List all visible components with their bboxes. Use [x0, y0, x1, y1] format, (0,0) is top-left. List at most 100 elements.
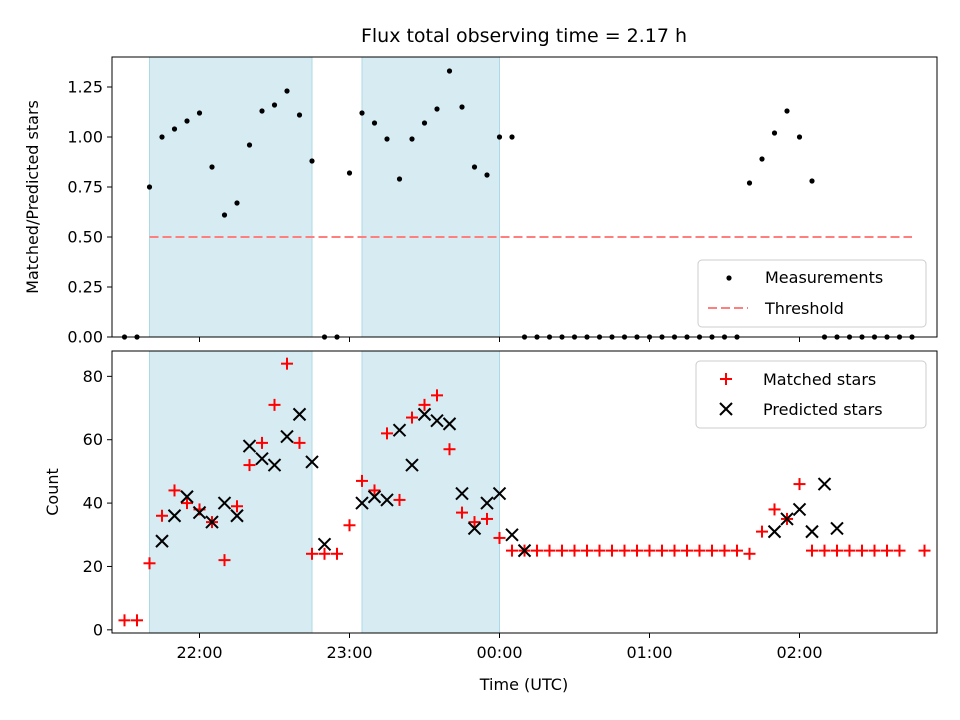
top-legend: Measurements Threshold — [697, 259, 927, 328]
bottom-y-ticks: 0 20 40 60 80 — [83, 367, 112, 639]
predicted-star-point — [292, 407, 307, 422]
y-tick-label: 0.00 — [67, 328, 103, 347]
predicted-star-point — [217, 496, 232, 510]
matched-star-point — [156, 509, 168, 522]
matched-star-point — [793, 478, 806, 491]
measurement-point — [159, 134, 165, 140]
legend-predicted-marker — [719, 402, 733, 416]
predicted-star-point — [242, 439, 257, 453]
matched-star-point — [768, 503, 781, 516]
measurement-point — [221, 212, 228, 218]
bottom-plot-area — [118, 357, 931, 627]
top-panel: 0.00 0.25 0.50 0.75 1.00 1.25 Matched/Predict… — [23, 56, 938, 347]
matched-star-point — [668, 544, 681, 557]
measurement-point — [259, 108, 265, 114]
measurement-point — [271, 102, 278, 108]
matched-star-point — [443, 443, 456, 456]
matched-star-point — [506, 544, 518, 557]
y-tick-label: 80 — [83, 367, 103, 386]
matched-star-point — [568, 544, 581, 557]
predicted-star-point — [792, 502, 807, 517]
measurement-point — [196, 110, 203, 116]
predicted-star-point — [492, 486, 507, 501]
top-axes-frame — [111, 56, 938, 338]
matched-star-point — [131, 614, 143, 627]
top-shaded-bands — [149, 56, 500, 338]
predicted-star-point — [405, 458, 419, 472]
predicted-star-point — [267, 458, 282, 472]
predicted-star-point — [355, 496, 369, 510]
predicted-star-point — [480, 496, 494, 510]
matched-star-point — [431, 389, 443, 402]
matched-star-point — [643, 544, 656, 557]
measurement-point — [296, 112, 303, 118]
matched-star-point — [381, 427, 393, 440]
matched-star-point — [481, 512, 493, 525]
measurement-point — [371, 120, 378, 126]
x-tick-label: 02:00 — [776, 643, 822, 662]
matched-star-point — [218, 554, 231, 567]
predicted-star-point — [155, 534, 169, 548]
matched-star-point — [693, 544, 706, 557]
top-y-axis-label: Matched/Predicted stars — [23, 100, 42, 294]
matched-star-point — [681, 544, 693, 557]
top-legend-box — [697, 259, 927, 328]
matched-star-point — [756, 525, 768, 538]
x-tick-label: 00:00 — [476, 643, 522, 662]
predicted-star-point — [255, 452, 269, 466]
legend-predicted-label: Predicted stars — [763, 400, 883, 419]
matched-star-point — [468, 516, 481, 529]
measurement-point — [434, 106, 440, 112]
matched-star-point — [656, 544, 668, 557]
matched-star-point — [831, 544, 843, 557]
predicted-star-point — [505, 528, 519, 542]
measurement-point — [309, 158, 315, 164]
y-tick-label: 0 — [93, 620, 103, 639]
matched-star-point — [331, 547, 343, 560]
measurement-point — [409, 136, 415, 142]
matched-star-point — [143, 557, 156, 570]
matched-star-point — [843, 544, 856, 557]
matched-star-point — [856, 544, 868, 557]
matched-star-point — [806, 544, 818, 557]
x-tick-label: 22:00 — [176, 643, 222, 662]
matched-star-point — [181, 497, 193, 510]
legend-measurements-label: Measurements — [765, 268, 883, 287]
measurement-point — [209, 164, 215, 170]
predicted-star-point — [392, 423, 407, 437]
predicted-star-point — [467, 521, 482, 536]
shaded-band-0 — [149, 350, 313, 634]
legend-threshold-label: Threshold — [764, 299, 844, 318]
matched-star-point — [731, 544, 743, 557]
predicted-star-point — [192, 505, 207, 520]
predicted-star-point — [280, 429, 294, 444]
legend-matched-label: Matched stars — [763, 370, 876, 389]
measurement-point — [496, 134, 503, 140]
matched-star-point — [556, 544, 568, 557]
y-tick-label: 0.75 — [67, 178, 103, 197]
y-tick-label: 60 — [83, 430, 103, 449]
matched-star-point — [318, 547, 331, 560]
top-x-ticks — [199, 337, 800, 342]
predicted-star-point — [305, 455, 319, 469]
matched-star-point — [293, 436, 306, 449]
bottom-axes-frame — [111, 350, 938, 634]
matched-star-point — [393, 493, 406, 506]
measurement-point — [809, 178, 815, 184]
measurement-point — [784, 108, 790, 114]
y-tick-label: 0.25 — [67, 278, 103, 297]
y-tick-label: 20 — [83, 557, 103, 576]
matched-star-point — [456, 506, 468, 519]
matched-star-point — [531, 544, 543, 557]
predicted-star-point — [517, 543, 532, 558]
predicted-star-point — [767, 524, 782, 539]
y-tick-label: 1.00 — [67, 128, 103, 147]
measurement-point — [446, 68, 453, 74]
matched-star-point — [406, 411, 418, 424]
matched-star-point — [868, 544, 881, 557]
measurement-point — [421, 120, 428, 126]
measurement-point — [346, 170, 353, 176]
matched-star-point — [356, 474, 368, 487]
matched-star-point — [168, 484, 181, 497]
predicted-star-point — [180, 490, 194, 504]
